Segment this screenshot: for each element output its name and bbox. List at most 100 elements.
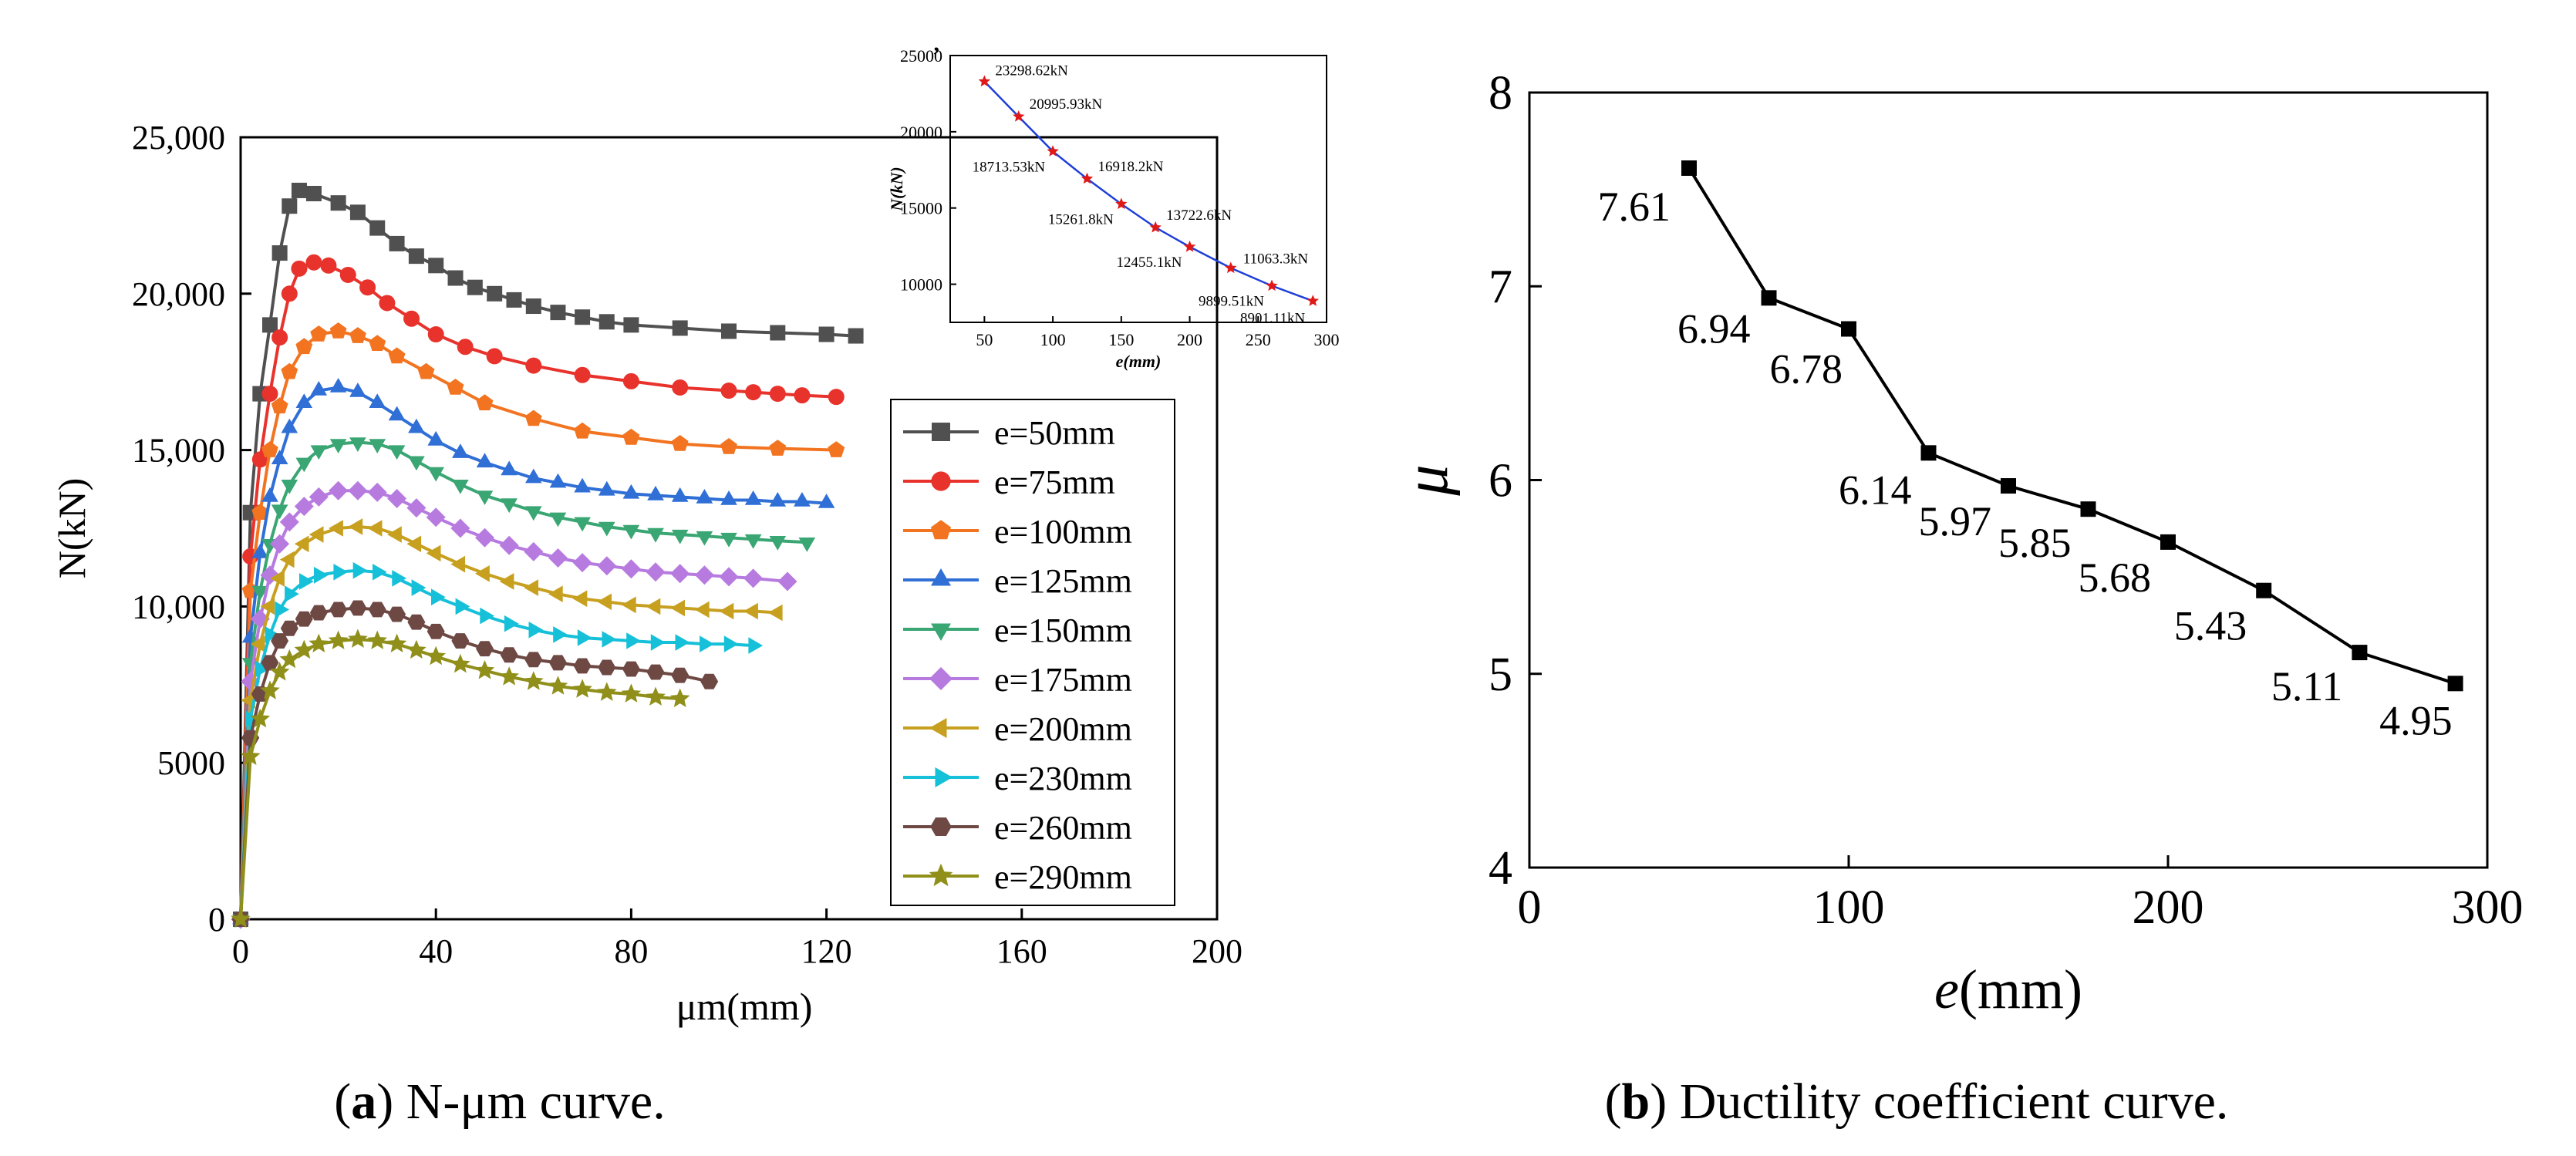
- data-point: [281, 480, 298, 494]
- data-point: [671, 487, 689, 502]
- data-point: [271, 329, 288, 346]
- inset-data-label: 20995.93kN: [1030, 96, 1103, 113]
- data-point: [427, 326, 444, 343]
- data-point: [310, 445, 328, 460]
- data-label-b: 6.94: [1677, 305, 1751, 352]
- data-point: [572, 679, 592, 698]
- data-point: [309, 526, 324, 543]
- data-point: [500, 647, 518, 663]
- inset-corner-mark: ,: [934, 31, 940, 56]
- data-point: [281, 362, 298, 379]
- data-point: [720, 532, 737, 548]
- y-tick-label-b: 5: [1489, 649, 1512, 701]
- data-point: [406, 535, 422, 553]
- data-point: [294, 639, 315, 659]
- data-point: [550, 305, 566, 321]
- data-point: [499, 573, 514, 590]
- data-point: [528, 622, 544, 639]
- caption-b: (b) Ductility coefficient curve.: [1605, 1073, 2229, 1130]
- data-point: [572, 590, 588, 608]
- data-point: [388, 606, 406, 622]
- data-point: [744, 490, 762, 505]
- data-point: [349, 437, 366, 452]
- data-point: [305, 254, 322, 271]
- data-point: [696, 489, 713, 504]
- data-point: [622, 661, 640, 677]
- x-tick-label: 0: [232, 932, 249, 970]
- data-point: [596, 682, 617, 701]
- data-point: [525, 506, 542, 521]
- data-point: [250, 635, 265, 652]
- data-point: [499, 666, 519, 686]
- data-point: [330, 195, 346, 211]
- inset-y-tick-label: 10000: [900, 275, 942, 295]
- data-point: [406, 639, 427, 659]
- y-tick-label-b: 6: [1489, 455, 1512, 507]
- legend-label: e=50mm: [994, 414, 1115, 452]
- data-point: [367, 630, 388, 649]
- legend-marker: [935, 767, 953, 787]
- data-point: [574, 366, 591, 383]
- plot-frame: [239, 136, 1219, 921]
- data-point: [525, 357, 542, 374]
- data-point: [388, 445, 406, 460]
- data-point: [369, 393, 386, 408]
- legend-marker: [931, 623, 951, 641]
- panel-a-chart: 0 40 80 120 160 200 0 5000 10,000 15,000 20,000 25,…: [50, 119, 1242, 1028]
- data-point: [451, 633, 470, 649]
- data-point: [329, 378, 347, 393]
- data-label-b: 5.68: [2079, 554, 2152, 601]
- data-point: [646, 562, 666, 582]
- data-point: [602, 631, 617, 648]
- data-point: [450, 518, 470, 538]
- inset-y-tick-label: 15000: [900, 199, 942, 218]
- legend-marker: [929, 863, 953, 887]
- data-point: [622, 484, 640, 499]
- data-point: [575, 309, 591, 325]
- y-tick-label-b: 7: [1489, 261, 1512, 313]
- data-point: [694, 565, 714, 585]
- data-point: [744, 534, 762, 549]
- data-point: [647, 485, 664, 500]
- legend-marker: [931, 568, 951, 586]
- data-point: [622, 524, 640, 540]
- data-point: [309, 633, 329, 652]
- data-point: [475, 565, 490, 582]
- data-point: [777, 571, 797, 591]
- data-point: [280, 620, 298, 636]
- data-point: [294, 497, 314, 517]
- inset-data-point: [1013, 110, 1025, 122]
- data-point: [245, 710, 261, 728]
- y-tick-label: 5000: [157, 744, 225, 782]
- data-point: [524, 409, 542, 426]
- inset-x-tick-label: 150: [1108, 330, 1134, 349]
- data-point-b: [2160, 534, 2176, 550]
- data-point: [455, 598, 470, 615]
- data-point: [499, 535, 519, 555]
- data-point: [369, 335, 386, 351]
- data-point: [314, 567, 329, 584]
- legend-label: e=200mm: [994, 710, 1132, 748]
- data-point: [574, 477, 591, 493]
- data-point: [271, 450, 288, 464]
- data-point: [476, 394, 494, 411]
- data-point: [669, 688, 690, 707]
- data-point: [250, 708, 271, 728]
- data-point: [623, 317, 639, 333]
- data-point: [241, 692, 255, 709]
- data-point: [291, 182, 307, 198]
- data-point: [339, 266, 356, 283]
- data-point: [694, 601, 710, 618]
- data-point-b: [2447, 676, 2463, 692]
- data-point: [626, 632, 641, 649]
- inset-x-tick-label: 100: [1040, 330, 1066, 349]
- inset-data-point: [1081, 172, 1094, 184]
- data-point: [745, 384, 762, 401]
- data-point: [650, 634, 666, 651]
- data-point: [457, 339, 474, 356]
- series-line: [239, 568, 754, 920]
- data-point: [553, 626, 568, 643]
- data-point: [411, 579, 427, 596]
- data-point: [622, 428, 640, 445]
- data-point: [672, 320, 688, 336]
